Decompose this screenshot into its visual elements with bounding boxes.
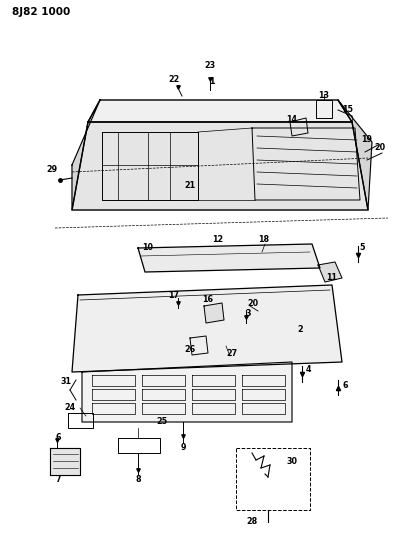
Text: 14: 14 <box>287 116 297 125</box>
Polygon shape <box>338 100 372 210</box>
Text: 21: 21 <box>184 181 195 190</box>
Polygon shape <box>82 362 292 422</box>
Text: 15: 15 <box>343 106 353 115</box>
Text: 22: 22 <box>168 76 179 85</box>
Text: 18: 18 <box>258 236 269 245</box>
Text: 19: 19 <box>361 135 373 144</box>
Text: 17: 17 <box>168 290 179 300</box>
Text: 5: 5 <box>359 244 365 253</box>
Text: 27: 27 <box>226 349 238 358</box>
Text: 28: 28 <box>246 518 258 527</box>
Text: 20: 20 <box>375 143 386 152</box>
Text: 8J82 1000: 8J82 1000 <box>12 7 70 17</box>
Text: 7: 7 <box>55 475 61 484</box>
Polygon shape <box>88 100 352 122</box>
Polygon shape <box>72 100 100 210</box>
Text: 20: 20 <box>248 298 259 308</box>
Text: 16: 16 <box>203 295 213 304</box>
Text: 6: 6 <box>342 381 348 390</box>
Text: 30: 30 <box>287 457 297 466</box>
Text: 23: 23 <box>205 61 216 70</box>
Polygon shape <box>72 122 368 210</box>
Text: 1: 1 <box>209 77 215 86</box>
Polygon shape <box>72 285 342 372</box>
Polygon shape <box>204 303 224 323</box>
Text: 2: 2 <box>297 326 303 335</box>
Polygon shape <box>138 244 320 272</box>
Text: 31: 31 <box>60 377 72 386</box>
Text: 25: 25 <box>156 417 168 426</box>
Text: 26: 26 <box>184 345 195 354</box>
Text: 9: 9 <box>180 443 186 453</box>
Text: 24: 24 <box>64 403 76 413</box>
Text: 4: 4 <box>305 366 311 375</box>
Polygon shape <box>50 448 80 475</box>
Text: 12: 12 <box>213 236 224 245</box>
Text: 11: 11 <box>326 273 338 282</box>
Text: 8: 8 <box>135 475 141 484</box>
Polygon shape <box>318 262 342 282</box>
Text: 6: 6 <box>55 433 61 442</box>
Text: 3: 3 <box>245 309 251 318</box>
Text: 29: 29 <box>47 166 58 174</box>
Text: 13: 13 <box>318 91 330 100</box>
Text: 10: 10 <box>142 244 154 253</box>
